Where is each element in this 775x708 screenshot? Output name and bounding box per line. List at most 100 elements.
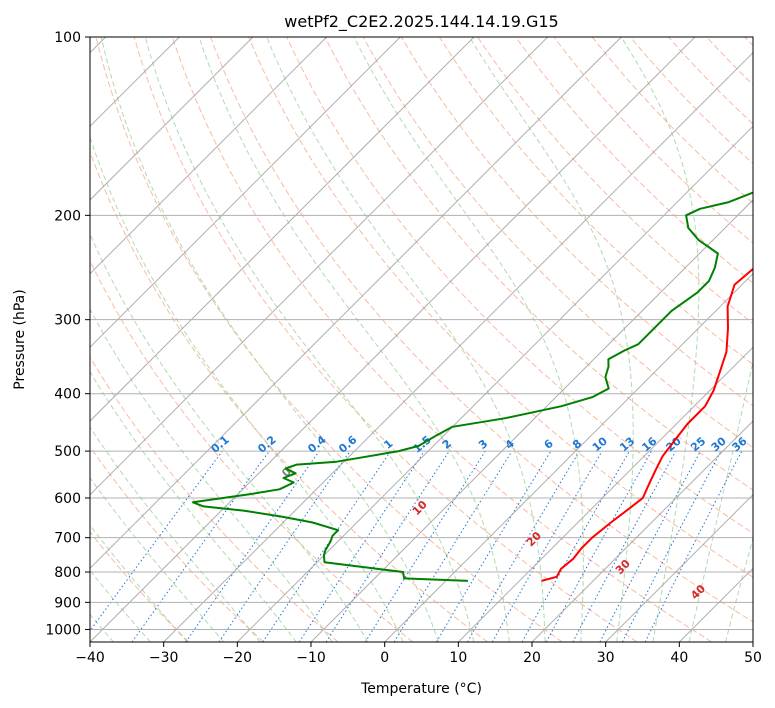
plot-area: 0.10.20.40.611.52346810131620253036−100−… [90,37,775,642]
y-tick-label: 700 [54,531,81,547]
x-tick-label: −40 [75,650,105,666]
dry-adiabat-line [515,37,753,284]
moist-adiabat-line [100,37,439,642]
moist-adiabat-line [90,135,404,642]
y-axis: 100 200 300 400 500 600 700 800 900 1000 [45,30,90,638]
y-tick-label: 900 [54,595,81,611]
x-axis: −40 −30 −20 −10 0 10 20 30 40 50 [75,642,762,666]
isotherm-line [752,641,753,642]
mixing-ratio-line [572,450,677,642]
moist-adiabat-label: 10 [410,498,430,518]
moist-adiabat-line [762,37,775,642]
moist-adiabat-line [144,37,475,642]
x-tick-label: −30 [149,650,179,666]
mixing-ratio-line [467,450,580,642]
mixing-ratio-line [491,450,603,642]
mixing-ratio-label: 2 [440,437,454,452]
mixing-ratio-line [185,450,320,642]
mixing-ratio-line [364,450,486,642]
y-tick-label: 800 [54,565,81,581]
mixing-ratio-line [545,450,653,642]
isotherm-line [90,37,401,349]
x-tick-label: 50 [744,650,762,666]
dry-adiabat-line [90,531,190,642]
moist-adiabat-line [90,524,188,642]
y-tick-label: 600 [54,491,81,507]
dry-adiabat-line [591,37,753,204]
moist-adiabat-line [688,358,753,642]
mixing-ratio-line [131,450,270,642]
temperature-line [541,267,753,582]
y-tick-label: 100 [54,30,81,46]
mixing-ratio-label: 0.4 [305,433,329,456]
y-tick-label: 300 [54,313,81,329]
isotherm-line [310,199,753,642]
isotherm-line [90,37,475,422]
moist-adiabat-line [90,232,369,642]
isotherm-line [163,51,753,642]
y-tick-label: 400 [54,387,81,403]
dry-adiabats [90,37,753,642]
y-tick-label: 1000 [45,622,81,638]
dry-adiabat-line [706,37,753,86]
moist-adiabat-line [266,37,546,642]
dry-adiabat-line [248,37,753,578]
isotherm-line [457,346,753,642]
dry-adiabat-line [95,37,563,642]
isotherm-line [90,37,254,201]
moist-adiabat-line [353,37,584,642]
isotherms [90,37,753,642]
moist-adiabat-line [725,536,753,642]
moist-adiabat-line [469,37,634,642]
dry-adiabat-line [477,37,753,325]
isotherm-line [384,272,753,642]
isotherm-line [90,37,549,496]
x-tick-label: 40 [670,650,688,666]
mixing-ratio-line [521,450,630,642]
x-axis-label: Temperature (°C) [360,681,482,697]
isotherm-line [90,37,696,642]
dry-adiabat-line [438,37,753,365]
mixing-ratio-line [218,450,351,642]
isotherm-line [605,493,753,642]
mixing-ratio-label: 8 [570,437,584,452]
x-tick-label: 0 [380,650,389,666]
dry-adiabat-line [90,259,414,642]
isotherm-line [531,420,753,642]
mixing-ratio-line [435,450,552,642]
isotherm-line [236,125,753,642]
x-tick-label: −10 [296,650,326,666]
mixing-ratio-label: 6 [542,437,556,452]
isotherm-line [90,37,622,570]
isobars [90,37,753,630]
mixing-ratio-line [90,450,223,632]
dry-adiabat-line [90,445,264,642]
chart-title: wetPf2_C2E2.2025.144.14.19.G15 [284,12,558,32]
dry-adiabat-line [90,150,488,642]
moist-adiabat-line [90,426,261,642]
dry-adiabat-line [286,37,753,534]
dry-adiabat-line [668,37,753,125]
dewpoint-line [191,191,753,582]
mixing-ratio-label: 3 [476,437,490,452]
mixing-ratio-lines [90,450,743,642]
x-tick-label: −20 [223,650,253,666]
y-tick-label: 500 [54,444,81,460]
moist-adiabat-line [90,308,333,642]
moist-adiabat-line [620,37,700,642]
x-tick-label: 20 [523,650,541,666]
profile-series [191,191,753,582]
moist-adiabats [90,37,775,642]
moist-adiabat-line [198,37,510,642]
y-tick-label: 200 [54,208,81,224]
dry-adiabat-line [400,37,753,407]
dry-adiabat-line [90,355,339,642]
moist-adiabat-label: 40 [688,582,708,602]
mixing-ratio-label: 0.1 [209,433,232,455]
dry-adiabat-line [133,37,638,642]
dry-adiabat-line [324,37,753,491]
x-tick-label: 10 [449,650,467,666]
mixing-ratio-label: 0.2 [255,433,278,455]
x-tick-label: 30 [597,650,615,666]
